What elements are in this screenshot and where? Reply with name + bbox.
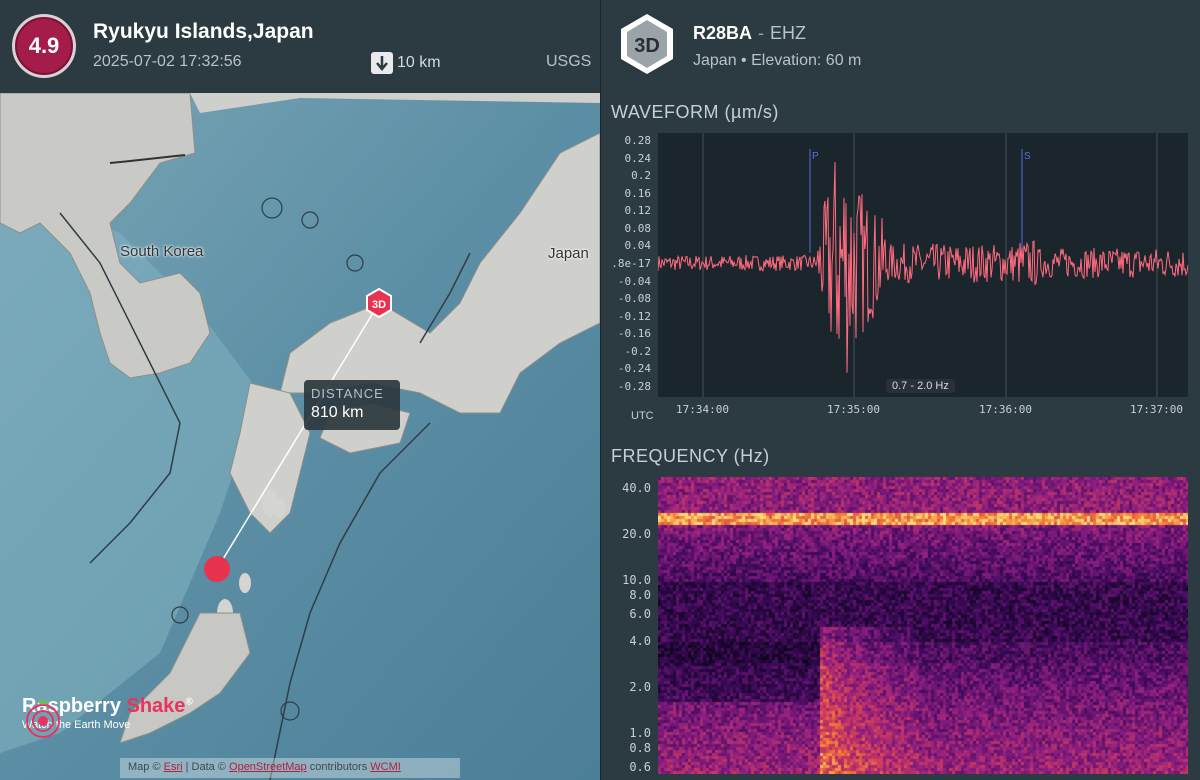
waveform-y-tick: -0.2 bbox=[624, 344, 652, 358]
filter-label: 0.7 - 2.0 Hz bbox=[886, 379, 955, 393]
brand-logo[interactable]: Raspberry Shake® Watch the Earth Move bbox=[22, 695, 193, 738]
raspberry-shake-icon bbox=[26, 700, 60, 738]
waveform-x-tick: 17:37:00 bbox=[1130, 403, 1183, 416]
station-channel: EHZ bbox=[770, 23, 807, 43]
waveform-y-tick: -0.08 bbox=[617, 292, 651, 306]
magnitude-badge: 4.9 bbox=[12, 14, 76, 78]
map-canvas[interactable]: 3D bbox=[0, 93, 600, 780]
attribution-link-esri[interactable]: Esri bbox=[163, 761, 183, 773]
frequency-y-tick: 6.0 bbox=[629, 607, 651, 622]
s-phase-label: S bbox=[1024, 151, 1031, 162]
waveform-title: WAVEFORM (µm/s) bbox=[611, 102, 779, 122]
frequency-y-tick: 8.0 bbox=[629, 588, 651, 603]
epicenter-marker[interactable] bbox=[204, 556, 230, 582]
map-label-korea: South Korea bbox=[120, 243, 204, 260]
event-panel: 4.9 Ryukyu Islands,Japan 2025-07-02 17:3… bbox=[0, 0, 600, 780]
station-code: R28BA bbox=[693, 23, 753, 43]
depth-value: 10 km bbox=[397, 54, 441, 71]
attribution-middle: | Data © bbox=[185, 761, 226, 773]
utc-label: UTC bbox=[631, 410, 654, 422]
distance-tooltip: DISTANCE 810 km bbox=[304, 380, 400, 430]
attribution-link-wcmi[interactable]: WCMI bbox=[370, 761, 401, 773]
station-badge-label: 3D bbox=[634, 35, 660, 57]
event-title: Ryukyu Islands,Japan bbox=[93, 20, 314, 43]
brand-registered-mark: ® bbox=[185, 696, 193, 708]
waveform-y-tick: -0.24 bbox=[617, 362, 651, 376]
frequency-y-tick: 20.0 bbox=[622, 527, 651, 542]
waveform-y-tick: 0.2 bbox=[631, 169, 651, 183]
station-info: Japan • Elevation: 60 m bbox=[693, 52, 862, 69]
map-attribution: Map © Esri | Data © OpenStreetMap contri… bbox=[120, 758, 460, 778]
waveform-x-tick: 17:34:00 bbox=[676, 403, 729, 416]
spectrogram-chart[interactable] bbox=[658, 477, 1188, 774]
waveform-y-tick: 0.04 bbox=[624, 239, 652, 253]
waveform-y-tick: 0.28 bbox=[624, 134, 652, 147]
brand-name-part2: Shake bbox=[126, 695, 186, 717]
attribution-suffix: contributors bbox=[309, 761, 368, 773]
magnitude-value: 4.9 bbox=[28, 33, 60, 58]
waveform-y-tick: 0.16 bbox=[624, 186, 652, 200]
attribution-prefix: Map © bbox=[128, 761, 161, 773]
frequency-y-tick: 4.0 bbox=[629, 634, 651, 649]
waveform-trace bbox=[657, 161, 1189, 373]
waveform-y-tick: -0.12 bbox=[617, 309, 651, 323]
map-label-japan: Japan bbox=[548, 245, 589, 262]
waveform-y-tick: -0.28 bbox=[617, 380, 651, 393]
p-phase-label: P bbox=[812, 151, 819, 162]
frequency-y-tick: 2.0 bbox=[629, 680, 651, 695]
waveform-y-tick: .8e-17 bbox=[611, 257, 651, 270]
event-depth: 10 km bbox=[371, 52, 441, 74]
waveform-y-tick: -0.04 bbox=[617, 274, 651, 288]
map-view[interactable]: 3D South Korea Japan DISTANCE 810 km R bbox=[0, 93, 600, 780]
distance-title: DISTANCE bbox=[311, 386, 384, 401]
station-marker[interactable]: 3D bbox=[366, 287, 392, 319]
event-header: 4.9 Ryukyu Islands,Japan 2025-07-02 17:3… bbox=[0, 0, 600, 93]
waveform-y-tick: -0.16 bbox=[617, 327, 651, 341]
waveform-x-tick: 17:35:00 bbox=[827, 403, 880, 416]
waveform-y-tick: 0.08 bbox=[624, 221, 652, 235]
event-datetime: 2025-07-02 17:32:56 bbox=[93, 53, 242, 70]
frequency-y-tick: 0.6 bbox=[629, 760, 651, 775]
event-source: USGS bbox=[546, 53, 592, 70]
spectrogram-canvas bbox=[658, 477, 1188, 774]
frequency-y-tick: 40.0 bbox=[622, 481, 651, 496]
frequency-title: FREQUENCY (Hz) bbox=[611, 446, 770, 466]
waveform-y-tick: 0.24 bbox=[624, 151, 652, 165]
arrow-down-icon bbox=[371, 52, 393, 74]
station-panel: 3D R28BA - EHZ Japan • Elevation: 60 m WAV… bbox=[601, 0, 1200, 780]
distance-line bbox=[216, 302, 380, 570]
distance-value: 810 km bbox=[311, 404, 364, 421]
panel-divider bbox=[600, 0, 601, 780]
frequency-y-tick: 0.8 bbox=[629, 741, 651, 756]
waveform-y-tick: 0.12 bbox=[624, 204, 652, 218]
frequency-y-tick: 1.0 bbox=[629, 726, 651, 741]
waveform-x-tick: 17:36:00 bbox=[979, 403, 1032, 416]
station-separator: - bbox=[758, 23, 765, 43]
station-3d-badge: 3D bbox=[621, 14, 673, 74]
frequency-y-tick: 10.0 bbox=[622, 573, 651, 588]
attribution-link-osm[interactable]: OpenStreetMap bbox=[229, 761, 307, 773]
station-title: R28BA - EHZ bbox=[693, 23, 806, 44]
station-marker-label: 3D bbox=[372, 299, 386, 311]
